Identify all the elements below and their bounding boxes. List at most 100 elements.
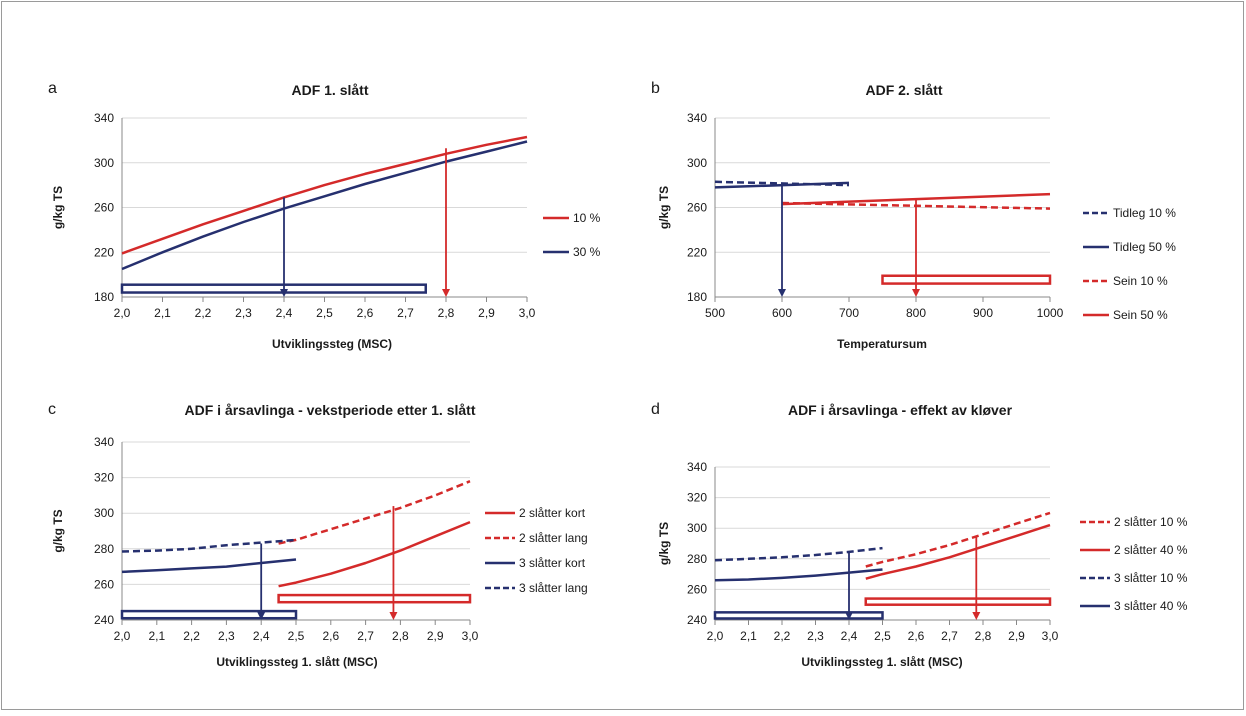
x-tick-label: 2,7 bbox=[941, 629, 958, 643]
legend-label: 10 % bbox=[573, 211, 601, 225]
y-tick-label: 320 bbox=[687, 491, 707, 505]
x-tick-label: 800 bbox=[906, 306, 926, 320]
x-axis-label: Utviklingssteg 1. slått (MSC) bbox=[216, 655, 377, 669]
x-tick-label: 2,8 bbox=[392, 629, 409, 643]
y-tick-label: 280 bbox=[94, 542, 114, 556]
x-tick-label: 2,2 bbox=[195, 306, 212, 320]
x-tick-label: 2,2 bbox=[774, 629, 791, 643]
range-box bbox=[277, 593, 472, 604]
range-box bbox=[120, 283, 427, 294]
x-tick-label: 2,1 bbox=[148, 629, 165, 643]
x-tick-label: 2,6 bbox=[322, 629, 339, 643]
arrow-head bbox=[972, 612, 981, 620]
series-line bbox=[121, 558, 297, 574]
y-tick-label: 240 bbox=[94, 613, 114, 627]
range-box bbox=[120, 609, 298, 620]
chart-panel-c: c ADF i årsavlinga - vekstperiode etter 1… bbox=[48, 401, 588, 669]
legend-label: 2 slåtter 10 % bbox=[1114, 515, 1188, 529]
series-line bbox=[714, 568, 883, 582]
legend-label: Sein 10 % bbox=[1113, 274, 1168, 288]
chart-panel-a: a ADF 1. slått 180 220 260 300 340 2,0 2,1 2,2 2,3… bbox=[48, 80, 601, 351]
x-tick-label: 2,7 bbox=[357, 629, 374, 643]
chart-title: ADF i årsavlinga - effekt av kløver bbox=[788, 402, 1013, 418]
legend-label: 2 slåtter kort bbox=[519, 506, 586, 520]
y-tick-label: 260 bbox=[687, 201, 707, 215]
x-tick-label: 2,0 bbox=[707, 629, 724, 643]
x-tick-label: 2,0 bbox=[114, 306, 131, 320]
chart-panel-b: b ADF 2. slått 180 220 260 300 340 500 600 700 800… bbox=[651, 80, 1176, 351]
x-tick-label: 2,8 bbox=[975, 629, 992, 643]
x-tick-label: 2,8 bbox=[438, 306, 455, 320]
legend-label: 3 slåtter lang bbox=[519, 581, 588, 595]
x-tick-label: 2,1 bbox=[154, 306, 171, 320]
panel-letter: b bbox=[651, 80, 660, 97]
legend-label: 30 % bbox=[573, 245, 601, 259]
legend-label: 3 slåtter kort bbox=[519, 556, 586, 570]
legend-label: 2 slåtter lang bbox=[519, 531, 588, 545]
x-tick-label: 2,4 bbox=[841, 629, 858, 643]
x-tick-label: 2,5 bbox=[316, 306, 333, 320]
x-tick-label: 2,2 bbox=[183, 629, 200, 643]
series-line bbox=[781, 192, 1051, 206]
arrow-head bbox=[280, 289, 288, 297]
panel-letter: d bbox=[651, 401, 660, 418]
y-tick-label: 340 bbox=[94, 111, 114, 125]
y-tick-label: 220 bbox=[94, 245, 114, 259]
y-tick-label: 180 bbox=[687, 290, 707, 304]
chart-title: ADF 1. slått bbox=[291, 82, 368, 98]
legend-label: Tidleg 50 % bbox=[1113, 240, 1176, 254]
arrow-head bbox=[778, 289, 786, 297]
legend-label: Tidleg 10 % bbox=[1113, 206, 1176, 220]
range-box bbox=[881, 274, 1052, 285]
arrow-head bbox=[389, 612, 398, 620]
range-box bbox=[713, 611, 884, 620]
arrow-head bbox=[442, 289, 450, 297]
y-tick-label: 340 bbox=[94, 435, 114, 449]
y-tick-label: 260 bbox=[94, 201, 114, 215]
x-tick-label: 2,4 bbox=[253, 629, 270, 643]
y-tick-label: 180 bbox=[94, 290, 114, 304]
x-tick-label: 3,0 bbox=[519, 306, 536, 320]
y-axis-label: g/kg TS bbox=[51, 186, 65, 229]
series-line bbox=[865, 511, 1051, 568]
series-line bbox=[865, 523, 1051, 580]
x-tick-label: 2,7 bbox=[397, 306, 414, 320]
x-tick-label: 3,0 bbox=[462, 629, 479, 643]
x-tick-label: 2,4 bbox=[276, 306, 293, 320]
legend-label: 3 slåtter 10 % bbox=[1114, 571, 1188, 585]
x-tick-label: 700 bbox=[839, 306, 859, 320]
y-tick-label: 220 bbox=[687, 245, 707, 259]
legend-label: 2 slåtter 40 % bbox=[1114, 543, 1188, 557]
arrow-head bbox=[845, 612, 853, 620]
panel-letter: a bbox=[48, 80, 57, 97]
y-tick-label: 260 bbox=[94, 577, 114, 591]
x-tick-label: 2,0 bbox=[114, 629, 131, 643]
y-tick-label: 300 bbox=[687, 521, 707, 535]
x-tick-label: 2,3 bbox=[235, 306, 252, 320]
y-tick-label: 300 bbox=[94, 156, 114, 170]
y-tick-label: 300 bbox=[687, 156, 707, 170]
x-tick-label: 1000 bbox=[1037, 306, 1064, 320]
x-tick-label: 2,9 bbox=[427, 629, 444, 643]
x-tick-label: 2,6 bbox=[908, 629, 925, 643]
arrow-head bbox=[257, 612, 266, 620]
legend-label: 3 slåtter 40 % bbox=[1114, 599, 1188, 613]
y-tick-label: 340 bbox=[687, 111, 707, 125]
y-axis-label: g/kg TS bbox=[657, 186, 671, 229]
x-tick-label: 2,1 bbox=[740, 629, 757, 643]
y-axis-label: g/kg TS bbox=[51, 509, 65, 552]
range-box bbox=[864, 597, 1052, 606]
chart-panel-d: d ADF i årsavlinga - effekt av kløver2402… bbox=[651, 401, 1188, 669]
x-tick-label: 2,3 bbox=[807, 629, 824, 643]
y-tick-label: 260 bbox=[687, 582, 707, 596]
x-axis-label: Utviklingssteg (MSC) bbox=[272, 337, 392, 351]
series-line bbox=[121, 135, 528, 255]
series-line bbox=[278, 520, 471, 588]
y-tick-label: 340 bbox=[687, 460, 707, 474]
y-tick-label: 280 bbox=[687, 552, 707, 566]
y-tick-label: 320 bbox=[94, 471, 114, 485]
panel-letter: c bbox=[48, 401, 56, 418]
series-line bbox=[714, 546, 883, 562]
chart-title: ADF i årsavlinga - vekstperiode etter 1.… bbox=[185, 402, 476, 418]
